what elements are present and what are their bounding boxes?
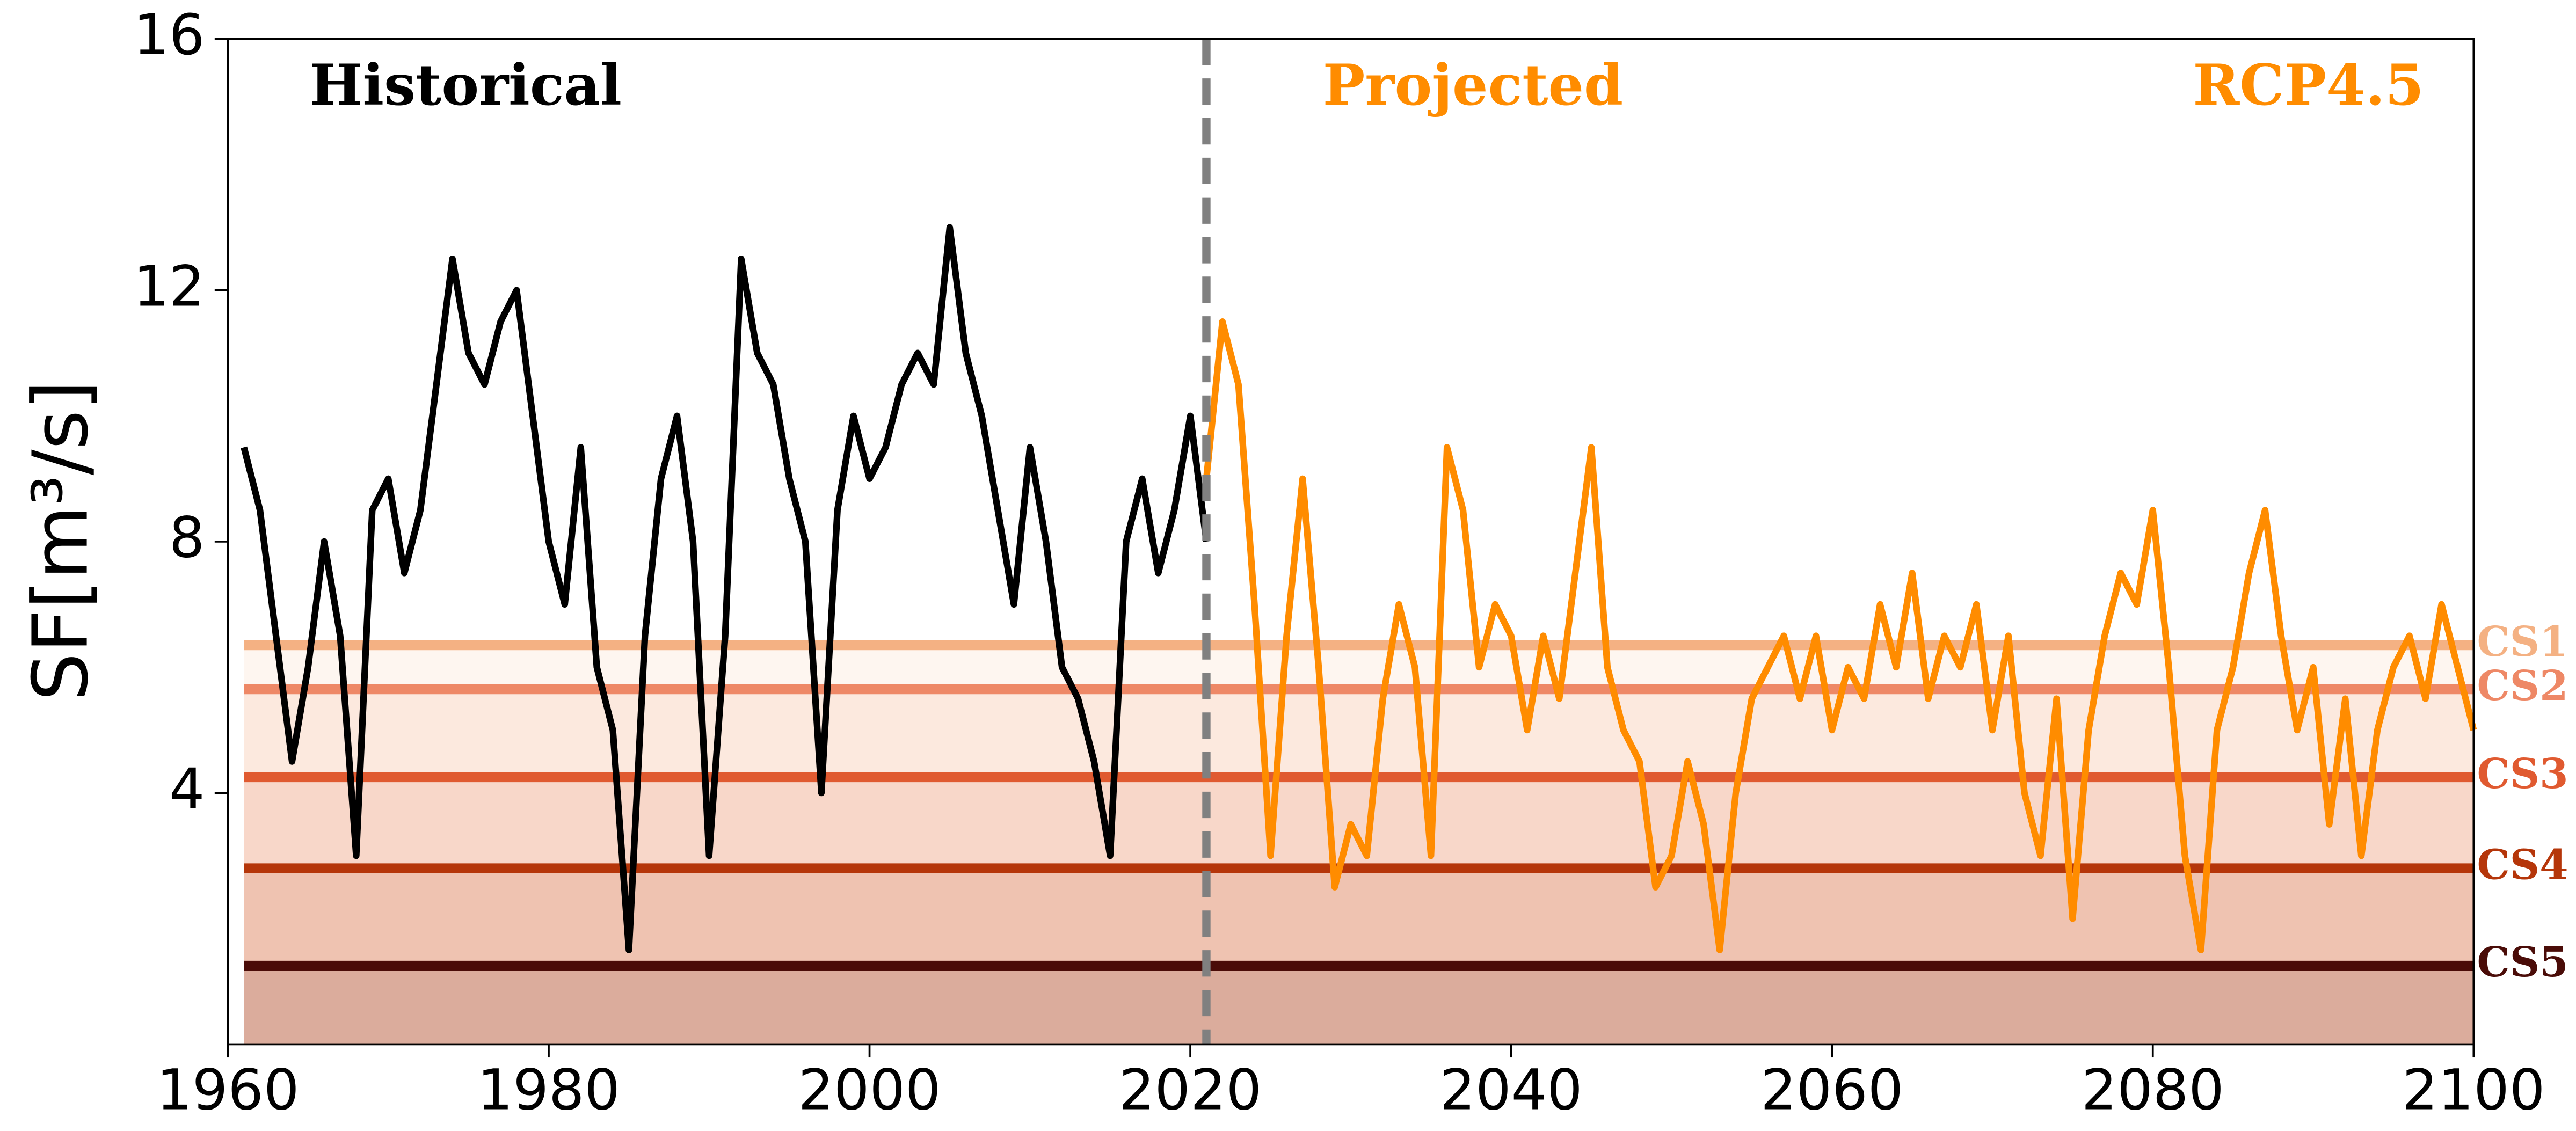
threshold-band	[244, 966, 2474, 1045]
series-annotation: Historical	[310, 52, 622, 118]
y-tick-label: 12	[133, 253, 205, 319]
threshold-label: CS4	[2477, 841, 2568, 889]
y-tick-label: 16	[133, 2, 205, 68]
series-line	[1203, 318, 2477, 953]
x-tick-label: 1960	[156, 1057, 299, 1123]
threshold-label: CS5	[2477, 938, 2568, 987]
threshold-band	[244, 777, 2474, 1045]
x-tick-label: 2040	[1440, 1057, 1583, 1123]
y-tick-label: 4	[169, 756, 205, 822]
threshold-band	[244, 868, 2474, 1045]
x-tick-label: 2100	[2402, 1057, 2545, 1123]
x-tick-label: 2020	[1119, 1057, 1262, 1123]
scenario-label: RCP4.5	[2193, 52, 2424, 118]
series-line	[241, 224, 1210, 953]
series-annotation: Projected	[1323, 52, 1623, 118]
y-tick-label: 8	[169, 505, 205, 571]
x-tick-label: 2000	[798, 1057, 941, 1123]
y-axis-label: SF[m³/s]	[17, 381, 105, 701]
x-tick-label: 2080	[2082, 1057, 2224, 1123]
threshold-label: CS2	[2477, 662, 2568, 710]
threshold-label: CS1	[2477, 618, 2568, 666]
x-tick-label: 1980	[477, 1057, 620, 1123]
x-tick-label: 2060	[1760, 1057, 1903, 1123]
threshold-label: CS3	[2477, 750, 2568, 798]
